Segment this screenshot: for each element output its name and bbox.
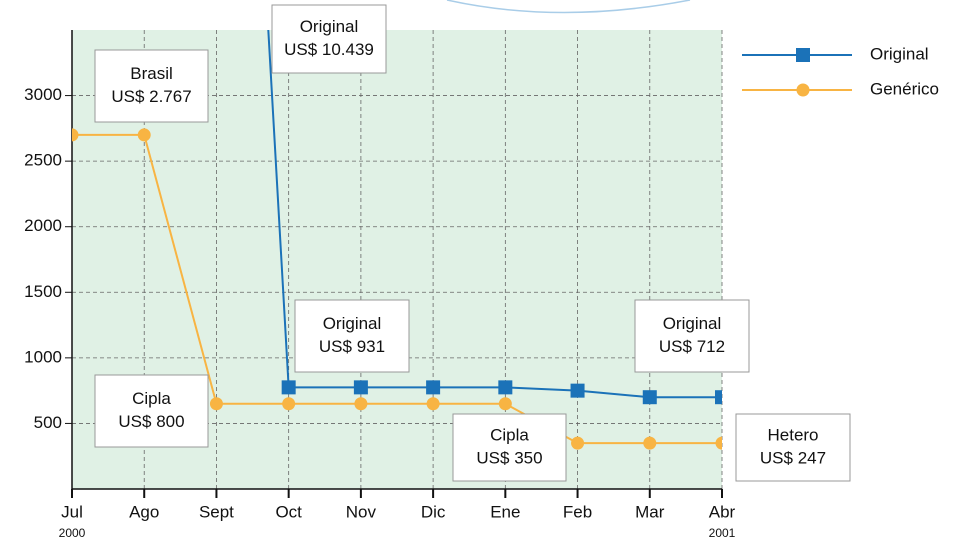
- marker: [72, 128, 79, 142]
- x-tick-label: Dic: [421, 502, 446, 521]
- y-tick-label: 500: [34, 413, 62, 432]
- annotation-text: US$ 931: [319, 337, 385, 356]
- marker: [353, 380, 368, 395]
- annotation-text: Cipla: [490, 425, 529, 444]
- marker: [426, 380, 441, 395]
- annotation-box: [94, 374, 209, 448]
- annotation-text: US$ 2.767: [111, 87, 191, 106]
- marker: [137, 128, 151, 142]
- x-tick-label: Jul: [61, 502, 83, 521]
- x-tick-label: Nov: [346, 502, 377, 521]
- annotation-text: Original: [323, 314, 382, 333]
- x-tick-label: Oct: [275, 502, 302, 521]
- x-year-label: 2000: [59, 526, 86, 540]
- series-line: [267, 30, 722, 399]
- annotation-text: US$ 350: [476, 448, 542, 467]
- annotation-text: Hetero: [767, 425, 818, 444]
- annotation-text: US$ 712: [659, 337, 725, 356]
- marker: [571, 436, 585, 450]
- annotation-text: Brasil: [130, 64, 173, 83]
- x-tick-label: Ene: [490, 502, 520, 521]
- annotation-text: US$ 247: [760, 448, 826, 467]
- x-year-label: 2001: [709, 526, 736, 540]
- y-tick-label: 1000: [24, 347, 62, 366]
- decor-arc: [446, 0, 691, 14]
- marker: [715, 436, 722, 450]
- annotation-box: [271, 4, 387, 74]
- legend-label: Genérico: [870, 79, 939, 98]
- marker: [642, 390, 657, 405]
- x-tick-label: Mar: [635, 502, 665, 521]
- marker: [209, 397, 223, 411]
- marker: [281, 380, 296, 395]
- y-tick-label: 1500: [24, 282, 62, 301]
- marker: [282, 397, 296, 411]
- marker: [796, 83, 810, 97]
- y-tick-label: 2500: [24, 151, 62, 170]
- annotation-text: US$ 800: [118, 412, 184, 431]
- y-tick-label: 2000: [24, 216, 62, 235]
- annotation-text: Cipla: [132, 389, 171, 408]
- series-group: [72, 30, 722, 450]
- annotation-box: [94, 49, 209, 123]
- marker: [715, 390, 722, 405]
- marker: [570, 383, 585, 398]
- annotation-box: [294, 299, 410, 373]
- marker: [498, 397, 512, 411]
- annotation-text: Original: [663, 314, 722, 333]
- marker: [796, 48, 810, 62]
- annotation-box: [634, 299, 750, 373]
- annotation-text: Original: [300, 17, 359, 36]
- annotation-box: [452, 413, 567, 482]
- annotation-box: [735, 413, 851, 482]
- x-tick-label: Feb: [563, 502, 592, 521]
- annotation-text: US$ 10.439: [284, 40, 374, 59]
- x-tick-label: Sept: [199, 502, 234, 521]
- marker: [643, 436, 657, 450]
- series-line: [72, 133, 722, 445]
- marker: [498, 380, 513, 395]
- y-tick-label: 3000: [24, 85, 62, 104]
- x-tick-label: Abr: [709, 502, 736, 521]
- marker: [354, 397, 368, 411]
- x-tick-label: Ago: [129, 502, 159, 521]
- marker: [426, 397, 440, 411]
- legend-label: Original: [870, 44, 929, 63]
